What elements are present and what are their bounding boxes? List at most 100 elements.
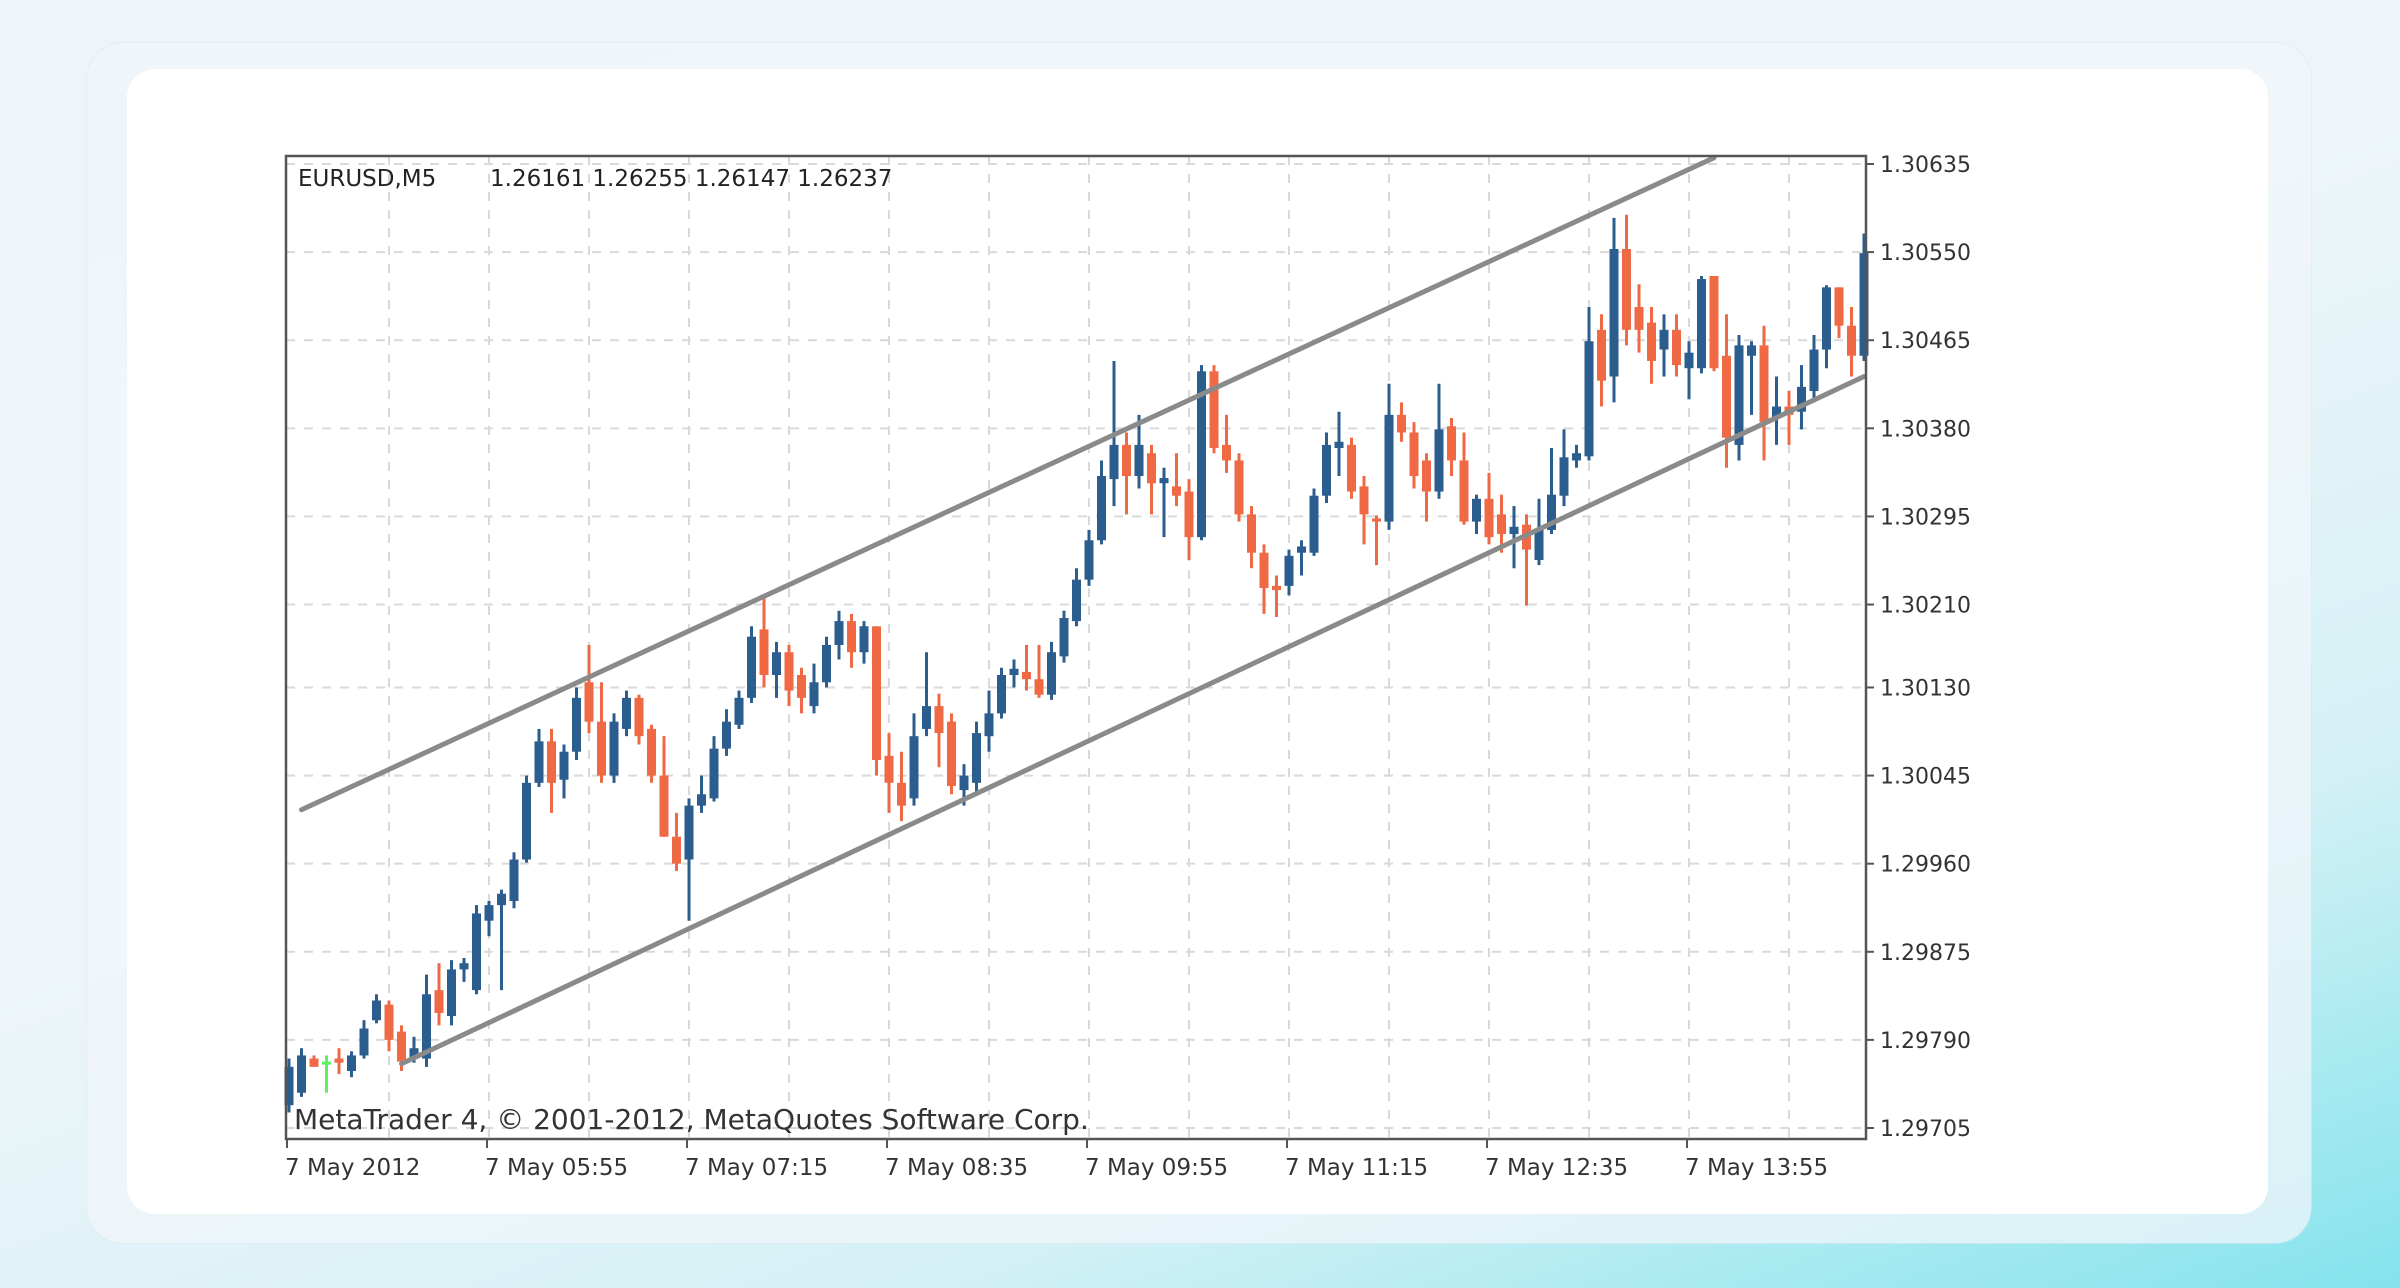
candle-body: [1484, 498, 1494, 538]
candle: [1272, 575, 1281, 617]
candle: [372, 994, 381, 1024]
candle-body: [1284, 555, 1294, 586]
candle: [334, 1048, 344, 1075]
candle: [722, 709, 731, 756]
candle: [434, 963, 444, 1026]
candle-body: [1072, 579, 1081, 622]
candle: [1359, 476, 1369, 545]
candle-body: [1497, 514, 1506, 535]
candle-body: [409, 1048, 419, 1059]
candle-body: [1272, 585, 1281, 591]
candle: [747, 626, 756, 704]
candle: [1847, 307, 1856, 377]
candle-body: [1109, 444, 1119, 480]
candle-body: [1059, 618, 1069, 657]
candle: [1147, 444, 1156, 515]
candle: [1122, 432, 1131, 515]
candle: [1659, 314, 1669, 377]
candle: [647, 724, 656, 783]
y-tick-label: 1.29790: [1880, 1029, 1971, 1054]
candle-body: [1809, 349, 1819, 392]
candle: [797, 667, 806, 714]
candle-body: [1334, 441, 1344, 449]
chart-symbol: EURUSD,M5: [298, 166, 436, 192]
candle: [1522, 514, 1531, 606]
chart-ohlc-readout: 1.26161 1.26255 1.26147 1.26237: [490, 166, 892, 192]
candle-body: [472, 913, 481, 991]
candle: [1072, 568, 1081, 627]
candle-body: [997, 675, 1006, 714]
candle: [459, 958, 469, 982]
candle: [1509, 506, 1519, 569]
candle-body: [747, 636, 756, 698]
candle: [1797, 365, 1806, 430]
candle-body: [1322, 444, 1331, 496]
candle-body: [1022, 671, 1031, 680]
candle: [1709, 275, 1719, 372]
candle-body: [1009, 668, 1019, 676]
candle-body: [372, 1000, 381, 1021]
candle: [1047, 641, 1056, 700]
candle: [759, 598, 769, 688]
candle: [534, 728, 544, 787]
candle-body: [459, 963, 469, 970]
candle: [1459, 432, 1469, 525]
candle: [634, 694, 644, 745]
candle-body: [322, 1061, 331, 1065]
candle-body: [1722, 355, 1731, 438]
candle: [384, 1000, 394, 1052]
candle: [1409, 422, 1419, 489]
candle-body: [822, 644, 831, 683]
candle: [909, 713, 919, 806]
candle: [1734, 335, 1744, 461]
x-tick-label: 7 May 11:15: [1285, 1155, 1428, 1181]
candle: [509, 852, 519, 909]
candle-body: [1597, 329, 1606, 381]
candle-body: [622, 697, 631, 729]
candle: [1534, 498, 1544, 566]
candle: [1684, 341, 1694, 400]
candle-body: [909, 736, 919, 799]
y-tick-label: 1.30045: [1880, 765, 1971, 790]
candle: [884, 733, 894, 813]
y-tick-label: 1.29705: [1880, 1117, 1971, 1142]
candle: [1259, 544, 1269, 614]
candle: [1159, 467, 1169, 538]
candle-body: [1472, 498, 1481, 522]
candle: [1384, 383, 1394, 530]
candle-body: [709, 748, 719, 799]
candle: [1422, 453, 1431, 522]
candle-body: [572, 697, 581, 752]
grid: [286, 156, 1866, 1139]
candle-body: [609, 721, 619, 776]
candle: [997, 667, 1006, 719]
candle: [1022, 644, 1031, 691]
candle-body: [447, 969, 456, 1017]
candle-body: [1197, 371, 1206, 538]
candle-body: [634, 697, 644, 737]
candle: [1834, 287, 1844, 339]
candle: [1434, 383, 1444, 499]
candle: [809, 663, 819, 714]
x-tick-label: 7 May 07:15: [685, 1155, 828, 1181]
candle: [1772, 376, 1781, 445]
candle: [1759, 325, 1769, 461]
candle: [472, 905, 481, 995]
y-tick-label: 1.30210: [1880, 594, 1971, 619]
candle-body: [809, 682, 819, 707]
candle: [1209, 365, 1219, 454]
candle-body: [772, 652, 781, 676]
candle-body: [1384, 414, 1394, 522]
candle-body: [734, 697, 744, 725]
candle-body: [647, 728, 656, 776]
x-tick-label: 7 May 09:55: [1085, 1155, 1228, 1181]
candle-body: [959, 775, 969, 791]
candle-body: [422, 994, 431, 1059]
candle: [1222, 414, 1231, 473]
candle-body: [1647, 322, 1656, 361]
candle: [1584, 307, 1594, 461]
candle-body: [947, 721, 956, 786]
candle: [1572, 444, 1581, 468]
x-tick-label: 7 May 13:55: [1685, 1155, 1828, 1181]
